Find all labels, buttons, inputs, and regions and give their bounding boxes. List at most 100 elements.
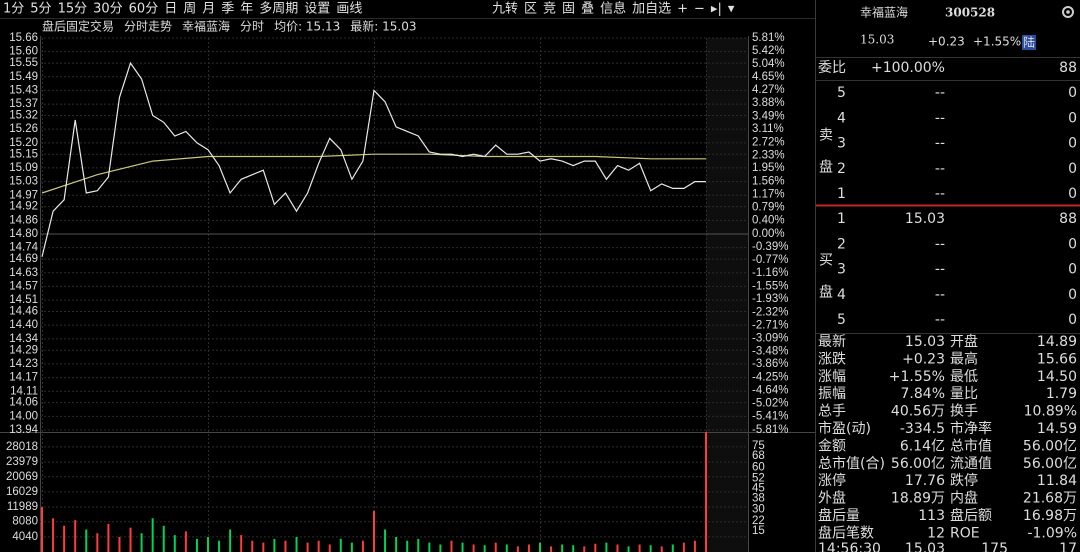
book-level: 2 bbox=[837, 161, 846, 177]
quote-price: 15.03 bbox=[860, 33, 894, 47]
toolbar-button[interactable]: 周 bbox=[183, 2, 196, 17]
toolbar-button[interactable]: 设置 bbox=[304, 2, 330, 17]
toolbar-button[interactable]: 加自选 bbox=[632, 2, 671, 17]
volume-bar bbox=[483, 545, 486, 552]
y2-tick-label: -3.48% bbox=[752, 345, 788, 357]
toolbar-button[interactable]: 画线 bbox=[336, 2, 362, 17]
y-tick-label: 15.55 bbox=[9, 57, 38, 69]
toolbar-button[interactable]: 30分 bbox=[93, 2, 123, 17]
toolbar-button[interactable]: − bbox=[694, 2, 705, 17]
stat-value: 14.59 bbox=[1037, 421, 1077, 437]
y-tick-label: 14.40 bbox=[9, 319, 38, 331]
y-tick-label: 14.46 bbox=[9, 306, 38, 318]
volume-bar bbox=[162, 525, 165, 552]
volume-bar bbox=[184, 531, 187, 552]
volume-bar bbox=[63, 525, 66, 552]
toolbar-button[interactable]: 60分 bbox=[129, 2, 159, 17]
volume-bar bbox=[52, 518, 55, 552]
stat-value: 113 bbox=[918, 508, 945, 524]
toolbar-button[interactable]: 叠 bbox=[581, 2, 594, 17]
book-side-label: 卖盘 bbox=[817, 127, 833, 191]
y2-tick-label: 0.00% bbox=[752, 228, 785, 240]
volume-bar bbox=[583, 546, 586, 552]
y-tick-label: 14.57 bbox=[9, 280, 38, 292]
volume-bar bbox=[284, 540, 287, 552]
stat-label: 内盘 bbox=[950, 490, 978, 507]
toolbar-button[interactable]: 信息 bbox=[600, 1, 626, 17]
stat-value: 17.76 bbox=[905, 473, 945, 489]
volume-bar bbox=[41, 507, 43, 552]
volume-bar bbox=[494, 542, 497, 552]
ratio-label: 委比 bbox=[818, 60, 846, 76]
y2-tick-label: 4.27% bbox=[752, 84, 785, 96]
volume-bar bbox=[240, 535, 243, 552]
volume-bar bbox=[85, 529, 88, 552]
y-tick-label: 16029 bbox=[6, 486, 38, 498]
book-level: 5 bbox=[837, 85, 846, 101]
toolbar-button[interactable]: 多周期 bbox=[259, 1, 298, 17]
book-level: 1 bbox=[837, 186, 846, 202]
volume-bar bbox=[229, 529, 232, 552]
y-tick-label: 23979 bbox=[6, 456, 38, 468]
toolbar-button[interactable]: 5分 bbox=[30, 2, 51, 17]
volume-bar bbox=[262, 542, 265, 552]
y2-tick-label: -1.55% bbox=[752, 280, 788, 292]
y2-tick-label: 5.81% bbox=[752, 32, 785, 44]
y-tick-label: 14.97 bbox=[9, 189, 38, 201]
book-price: 15.03 bbox=[905, 211, 945, 227]
toolbar-button[interactable]: 区 bbox=[524, 2, 537, 17]
y-tick-label: 15.32 bbox=[9, 110, 38, 122]
stat-value: 11.84 bbox=[1037, 473, 1077, 489]
toolbar-button[interactable]: 月 bbox=[202, 2, 215, 17]
book-price: -- bbox=[935, 312, 945, 328]
stat-label: 盘后笔数 bbox=[818, 524, 874, 541]
book-level: 4 bbox=[837, 287, 846, 303]
stat-label: 最低 bbox=[950, 369, 978, 385]
book-volume: 88 bbox=[1059, 211, 1077, 227]
toolbar-button[interactable]: 九转 bbox=[492, 2, 518, 17]
y-tick-label: 20069 bbox=[6, 471, 38, 483]
volume-bar bbox=[129, 527, 132, 552]
stat-value: 56.00亿 bbox=[1023, 456, 1077, 472]
y2-tick-label: 30 bbox=[752, 504, 765, 516]
book-level: 2 bbox=[837, 236, 846, 252]
stat-label: 总市值 bbox=[950, 437, 992, 454]
toolbar-button[interactable]: 1分 bbox=[3, 2, 24, 17]
volume-bar bbox=[273, 538, 276, 552]
toolbar-button[interactable]: 竞 bbox=[543, 1, 556, 17]
tick-price: 15.03 bbox=[905, 541, 945, 552]
toolbar-button[interactable]: + bbox=[677, 2, 688, 17]
y-tick-label: 15.15 bbox=[9, 148, 38, 160]
book-volume: 0 bbox=[1068, 236, 1077, 252]
y2-tick-label: -0.77% bbox=[752, 254, 788, 266]
toolbar-button[interactable]: ▸| bbox=[711, 2, 722, 17]
y2-tick-label: -0.39% bbox=[752, 241, 788, 253]
toolbar-button[interactable]: 日 bbox=[164, 2, 177, 17]
volume-bar bbox=[251, 540, 254, 552]
toolbar-button[interactable]: 季 bbox=[221, 2, 234, 17]
y-tick-label: 15.26 bbox=[9, 123, 38, 135]
y2-tick-label: -5.81% bbox=[752, 424, 788, 436]
y2-tick-label: 1.17% bbox=[752, 189, 785, 201]
after-hours-zone bbox=[706, 38, 748, 552]
toolbar-button[interactable]: 15分 bbox=[58, 2, 88, 17]
stat-label: 流通值 bbox=[950, 456, 992, 472]
toolbar-button[interactable]: 固 bbox=[562, 2, 575, 17]
toolbar-button[interactable]: ▾ bbox=[728, 2, 735, 17]
volume-bar bbox=[682, 542, 685, 552]
toolbar-button[interactable]: 年 bbox=[240, 2, 253, 17]
chart-header-text: 幸福蓝海 bbox=[182, 19, 230, 34]
y-tick-label: 14.63 bbox=[9, 267, 38, 279]
stock-code: 300528 bbox=[945, 6, 995, 20]
stat-label: 涨幅 bbox=[818, 369, 846, 385]
stat-label: 最高 bbox=[950, 350, 978, 367]
settings-icon[interactable] bbox=[1062, 6, 1074, 18]
stat-label: 盘后额 bbox=[950, 507, 992, 524]
stat-value: -334.5 bbox=[900, 421, 945, 437]
volume-bar bbox=[572, 545, 575, 552]
y-tick-label: 11989 bbox=[7, 501, 38, 513]
stat-value: 15.03 bbox=[905, 334, 945, 350]
book-volume: 0 bbox=[1068, 287, 1077, 303]
y2-tick-label: 15 bbox=[752, 525, 765, 537]
quote-change: +0.23 bbox=[928, 35, 965, 49]
